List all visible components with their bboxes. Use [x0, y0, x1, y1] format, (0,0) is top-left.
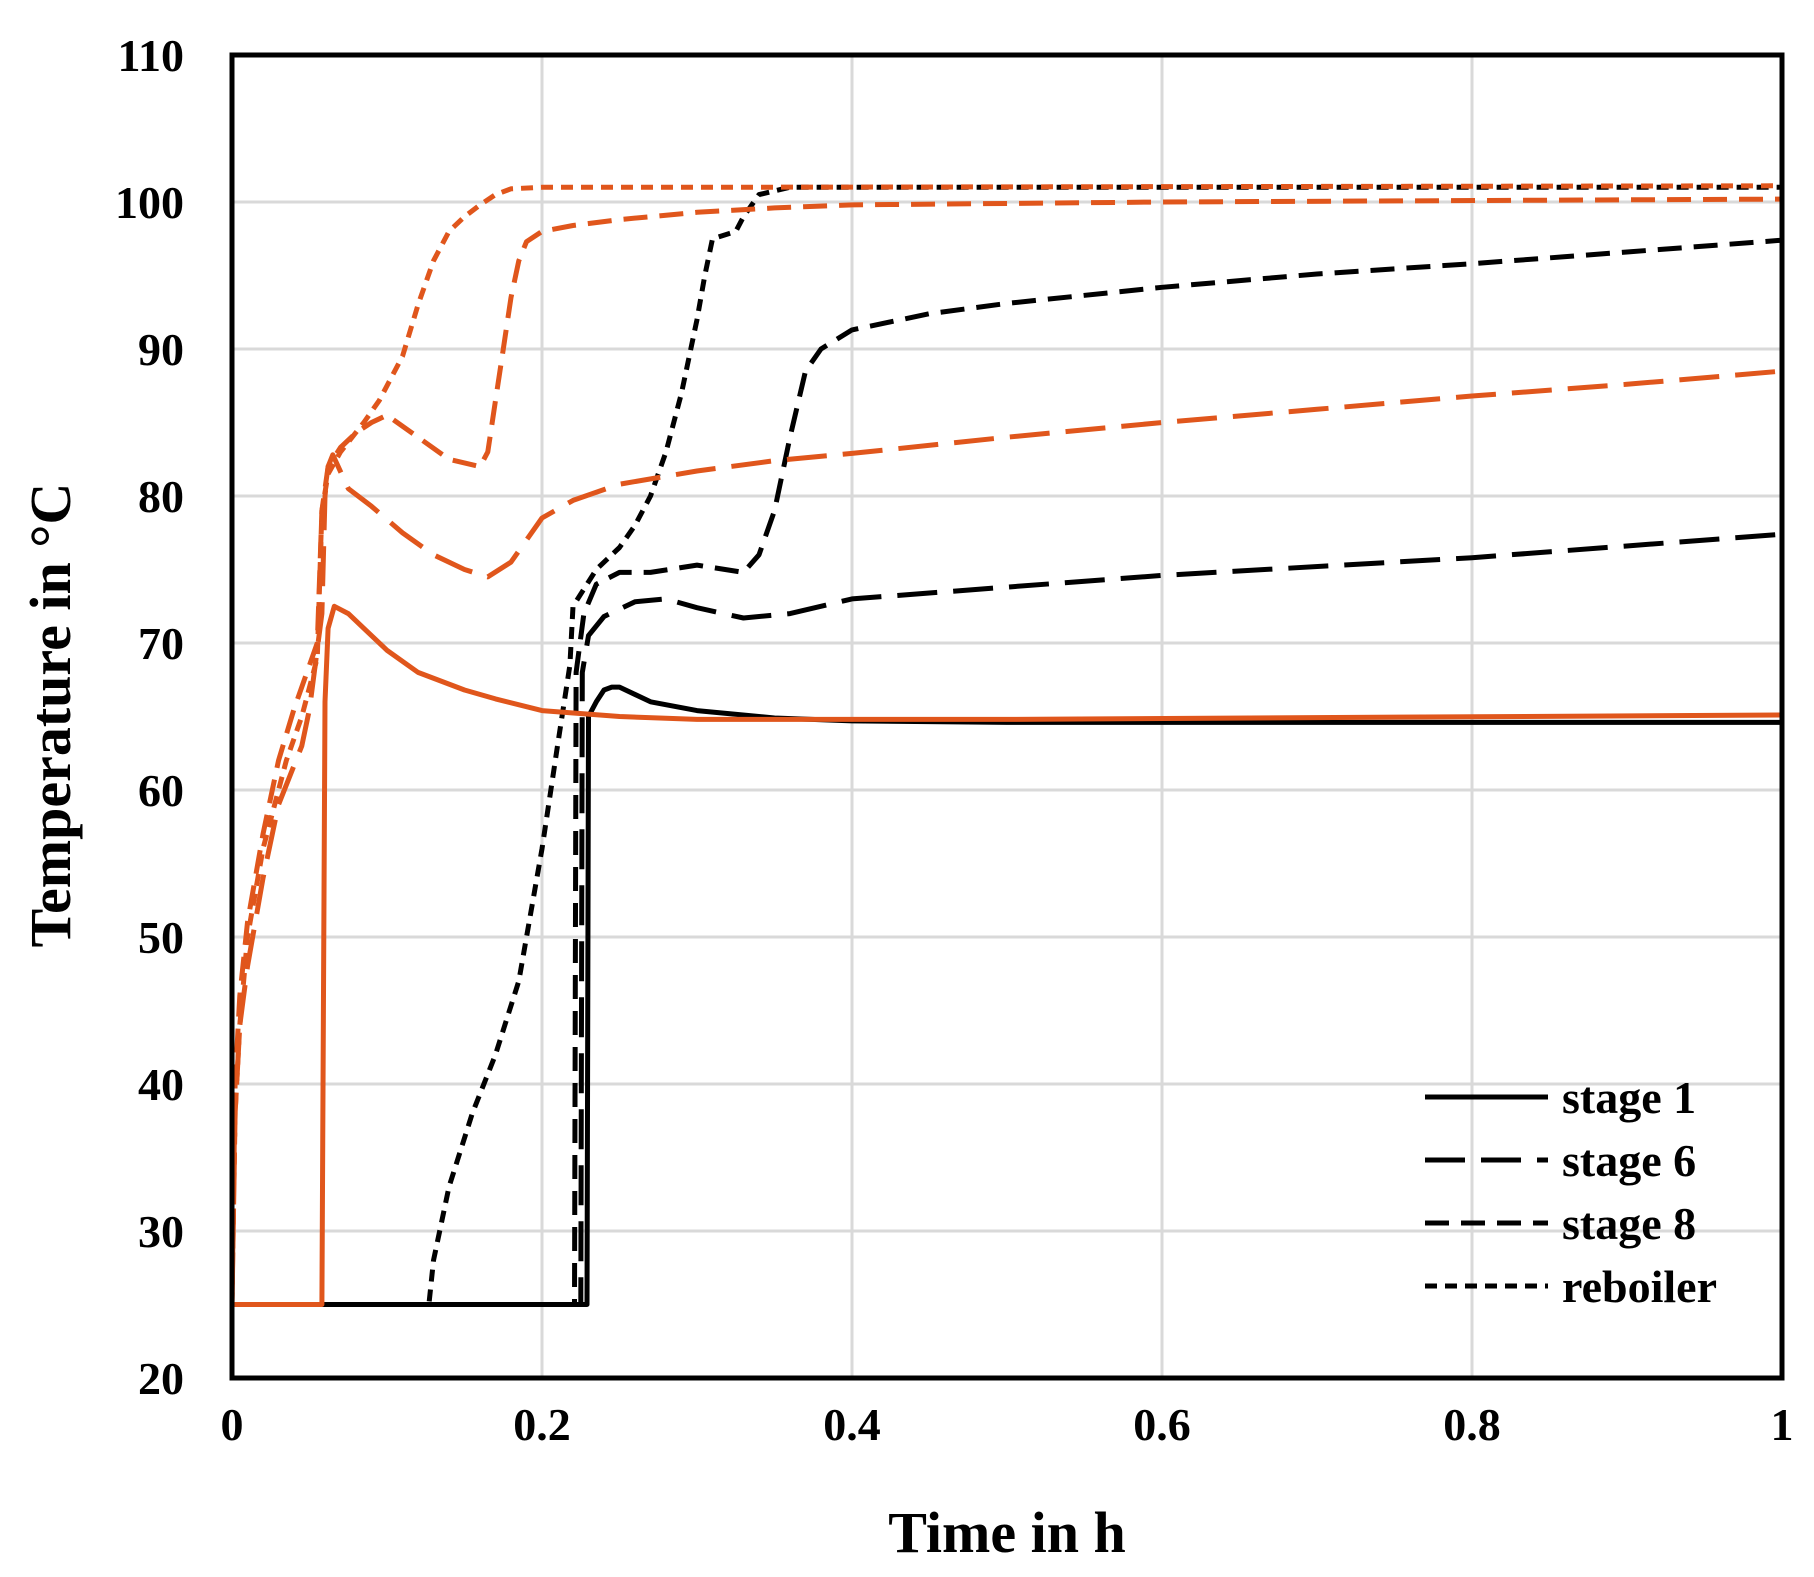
series-layer: [229, 183, 1783, 1307]
legend-label: stage 1: [1562, 1072, 1696, 1123]
y-tick-label: 30: [138, 1206, 184, 1257]
series-line-stage-1-orange: [232, 603, 1783, 1307]
x-tick-label: 0.2: [513, 1399, 571, 1450]
x-tick-label: 1: [1771, 1399, 1794, 1450]
y-tick-label: 60: [138, 765, 184, 816]
legend-label: stage 6: [1562, 1135, 1696, 1186]
series-line-stage-6: [232, 531, 1783, 1307]
y-tick-label: 90: [138, 324, 184, 375]
y-tick-label: 100: [115, 177, 184, 228]
y-tick-label: 70: [138, 618, 184, 669]
tick-labels: 0 0.2 0.4 0.6 0.8 1 20 30 40 50 60 70 80 90 100 110: [115, 30, 1794, 1450]
y-tick-label: 50: [138, 912, 184, 963]
x-tick-label: 0.6: [1133, 1399, 1191, 1450]
legend-label: stage 8: [1562, 1198, 1696, 1249]
series-line-stage-6-orange: [229, 368, 1783, 1305]
x-tick-label: 0.8: [1443, 1399, 1501, 1450]
series-line-reboiler: [232, 184, 1782, 1307]
x-tick-label: 0: [221, 1399, 244, 1450]
x-tick-label: 0.4: [823, 1399, 881, 1450]
series-line-stage-8-orange: [229, 196, 1783, 1305]
legend-label: reboiler: [1562, 1261, 1717, 1312]
y-axis-title: Temperature in °C: [18, 483, 83, 948]
y-tick-label: 110: [118, 30, 184, 81]
y-tick-label: 80: [138, 471, 184, 522]
series-line-stage-1: [232, 684, 1782, 1307]
legend: stage 1 stage 6 stage 8 reboiler: [1425, 1072, 1717, 1312]
y-tick-label: 20: [138, 1353, 184, 1404]
y-tick-label: 40: [138, 1059, 184, 1110]
series-line-reboiler-orange: [229, 183, 1783, 1305]
series-line-stage-8: [232, 237, 1783, 1307]
x-axis-title: Time in h: [888, 1500, 1125, 1565]
plot-area-frame: [229, 52, 1785, 1381]
